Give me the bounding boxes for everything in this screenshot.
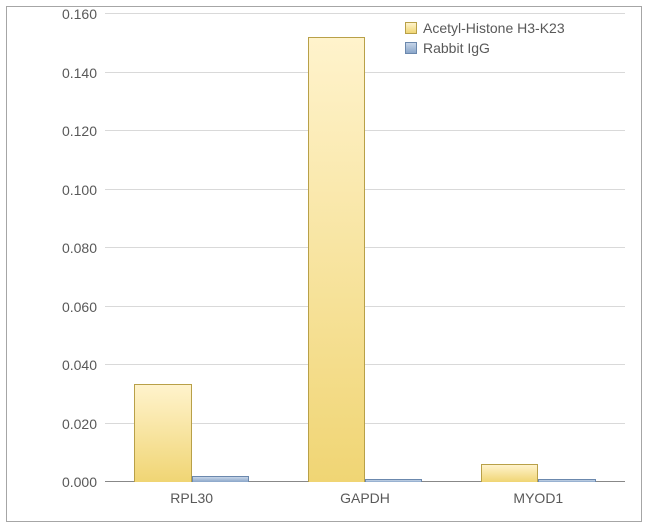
bar bbox=[538, 479, 595, 483]
legend-label: Rabbit IgG bbox=[423, 40, 490, 56]
x-tick-label: GAPDH bbox=[340, 482, 390, 506]
y-tick-label: 0.020 bbox=[41, 416, 105, 432]
x-tick-label: MYOD1 bbox=[513, 482, 563, 506]
y-tick-label: 0.040 bbox=[41, 357, 105, 373]
bar bbox=[365, 479, 422, 483]
y-tick-label: 0.160 bbox=[41, 6, 105, 22]
legend-label: Acetyl-Histone H3-K23 bbox=[423, 20, 565, 36]
gridline bbox=[105, 247, 625, 248]
y-tick-label: 0.140 bbox=[41, 65, 105, 81]
plot-area: 0.0000.0200.0400.0600.0800.1000.1200.140… bbox=[105, 14, 625, 482]
bar bbox=[481, 464, 538, 482]
gridline bbox=[105, 72, 625, 73]
gridline bbox=[105, 13, 625, 14]
legend-item: Acetyl-Histone H3-K23 bbox=[405, 20, 565, 36]
y-tick-label: 0.060 bbox=[41, 299, 105, 315]
legend-swatch bbox=[405, 22, 417, 34]
gridline bbox=[105, 189, 625, 190]
y-tick-label: 0.100 bbox=[41, 182, 105, 198]
gridline bbox=[105, 306, 625, 307]
y-tick-label: 0.080 bbox=[41, 240, 105, 256]
bar bbox=[308, 37, 365, 482]
legend: Acetyl-Histone H3-K23 Rabbit IgG bbox=[405, 20, 565, 60]
legend-swatch bbox=[405, 42, 417, 54]
bar bbox=[134, 384, 191, 482]
y-tick-label: 0.120 bbox=[41, 123, 105, 139]
x-tick-label: RPL30 bbox=[170, 482, 213, 506]
legend-item: Rabbit IgG bbox=[405, 40, 565, 56]
bar bbox=[192, 476, 249, 482]
y-tick-label: 0.000 bbox=[41, 474, 105, 490]
gridline bbox=[105, 364, 625, 365]
gridline bbox=[105, 130, 625, 131]
